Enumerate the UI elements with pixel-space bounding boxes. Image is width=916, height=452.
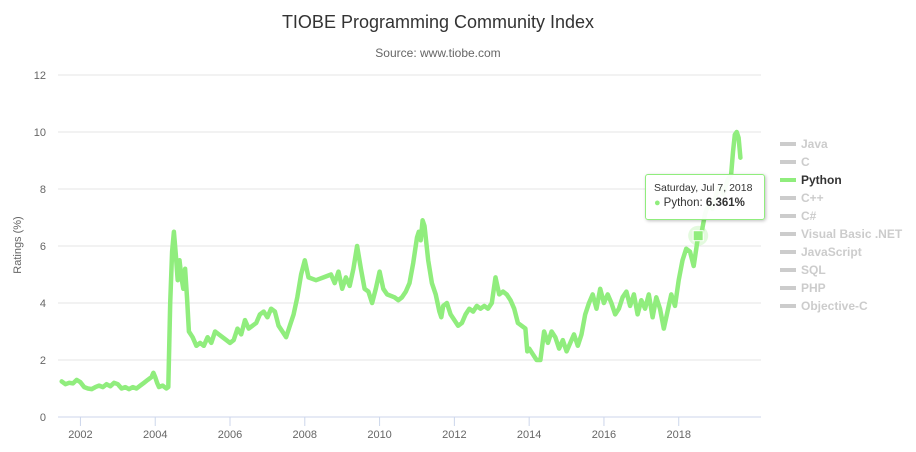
legend-label: Objective-C (801, 299, 868, 313)
legend-swatch-icon (780, 249, 796, 254)
legend-item-javascript[interactable]: JavaScript (780, 245, 862, 261)
tooltip-date: Saturday, Jul 7, 2018 (654, 182, 753, 194)
legend-swatch-icon (780, 213, 796, 218)
y-tick-label: 10 (34, 127, 46, 139)
x-tick-label: 2014 (517, 429, 541, 441)
legend-swatch-icon (780, 231, 796, 236)
legend-swatch-icon (780, 285, 796, 290)
y-tick-label: 0 (40, 412, 46, 424)
chart-subtitle: Source: www.tiobe.com (375, 46, 501, 60)
legend-label: Python (801, 173, 842, 187)
legend-swatch-icon (780, 303, 796, 308)
hover-point-marker[interactable] (692, 230, 704, 242)
legend-label: Visual Basic .NET (801, 227, 903, 241)
legend-swatch-icon (780, 195, 796, 200)
legend-swatch-icon (780, 177, 796, 182)
legend-item-java[interactable]: Java (780, 137, 828, 153)
legend-label: JavaScript (801, 245, 862, 259)
x-tick-label: 2018 (666, 429, 690, 441)
legend-swatch-icon (780, 159, 796, 164)
legend-label: C (801, 155, 810, 169)
legend-item-objective-c[interactable]: Objective-C (780, 299, 868, 315)
legend-item-c[interactable]: C (780, 155, 810, 171)
legend-label: C++ (801, 191, 824, 205)
y-tick-label: 12 (34, 70, 46, 82)
y-tick-label: 8 (40, 184, 46, 196)
series-layer (59, 129, 743, 392)
legend-item-php[interactable]: PHP (780, 281, 826, 297)
legend-item-c[interactable]: C++ (780, 191, 824, 207)
legend-item-python[interactable]: Python (780, 173, 842, 189)
x-tick-label: 2006 (218, 429, 242, 441)
x-tick-label: 2010 (367, 429, 391, 441)
legend-item-c[interactable]: C# (780, 209, 816, 225)
tooltip-series-dot-icon: ● (654, 197, 661, 209)
legend-item-sql[interactable]: SQL (780, 263, 826, 279)
y-tick-label: 4 (40, 298, 46, 310)
x-tick-label: 2002 (68, 429, 92, 441)
tooltip: Saturday, Jul 7, 2018 ● Python: 6.361% (645, 174, 765, 220)
tooltip-series-name: Python (663, 197, 700, 209)
y-axis-ticks: 0 2 4 6 8 10 12 (34, 70, 46, 424)
series-line-python[interactable] (59, 129, 743, 392)
legend-label: PHP (801, 281, 826, 295)
x-tick-label: 2012 (442, 429, 466, 441)
x-tick-label: 2004 (143, 429, 167, 441)
x-tick-label: 2016 (592, 429, 616, 441)
hover-marker-layer (688, 225, 709, 246)
y-tick-label: 6 (40, 241, 46, 253)
legend-item-visual-basic-net[interactable]: Visual Basic .NET (780, 227, 902, 243)
legend-label: C# (801, 209, 817, 223)
x-axis: 2002 2004 2006 2008 2010 2012 2014 2016 2018 (68, 417, 691, 441)
tooltip-value: 6.361% (705, 197, 745, 209)
chart-title: TIOBE Programming Community Index (281, 12, 595, 32)
legend-swatch-icon (780, 267, 796, 272)
x-tick-label: 2008 (293, 429, 317, 441)
legend-label: SQL (801, 263, 826, 277)
y-tick-label: 2 (40, 355, 46, 367)
legend-label: Java (801, 137, 828, 151)
legend-swatch-icon (780, 141, 796, 146)
grid-lines (58, 74, 761, 418)
y-axis-label: Ratings (%) (12, 216, 24, 273)
